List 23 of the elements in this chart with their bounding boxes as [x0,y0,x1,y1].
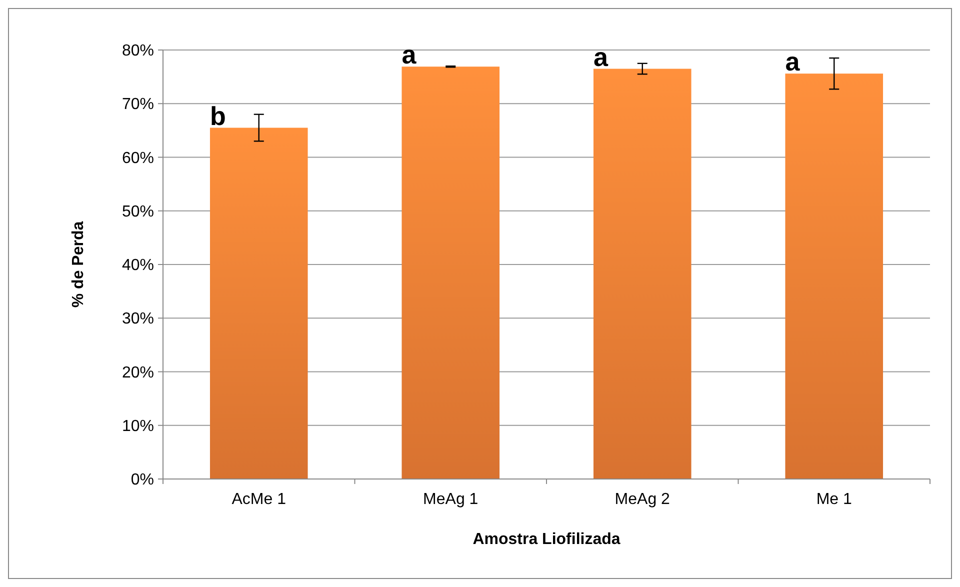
x-tick-label: MeAg 2 [614,491,670,508]
x-tick-label: MeAg 1 [423,491,478,508]
annotation: a [593,42,608,72]
bar [210,128,308,479]
x-tick-label: Me 1 [816,491,852,508]
y-tick-label: 10% [122,418,154,435]
annotation: b [210,100,226,131]
y-axis-title: % de Perda [70,221,87,308]
bar [785,74,884,479]
y-tick-label: 40% [122,257,154,274]
bar [593,68,692,479]
y-tick-label: 80% [122,42,154,60]
y-tick-label: 70% [122,96,154,114]
y-tick-label: 20% [122,364,154,382]
y-tick-label: 60% [122,150,154,167]
y-tick-label: 0% [130,472,154,489]
y-tick-label: 30% [122,310,154,328]
annotation: a [785,46,800,77]
x-tick-label: AcMe 1 [232,491,286,508]
x-axis-title: Amostra Liofilizada [472,531,620,548]
y-tick-label: 50% [122,203,154,220]
annotation: a [402,40,417,70]
bar [402,66,500,479]
